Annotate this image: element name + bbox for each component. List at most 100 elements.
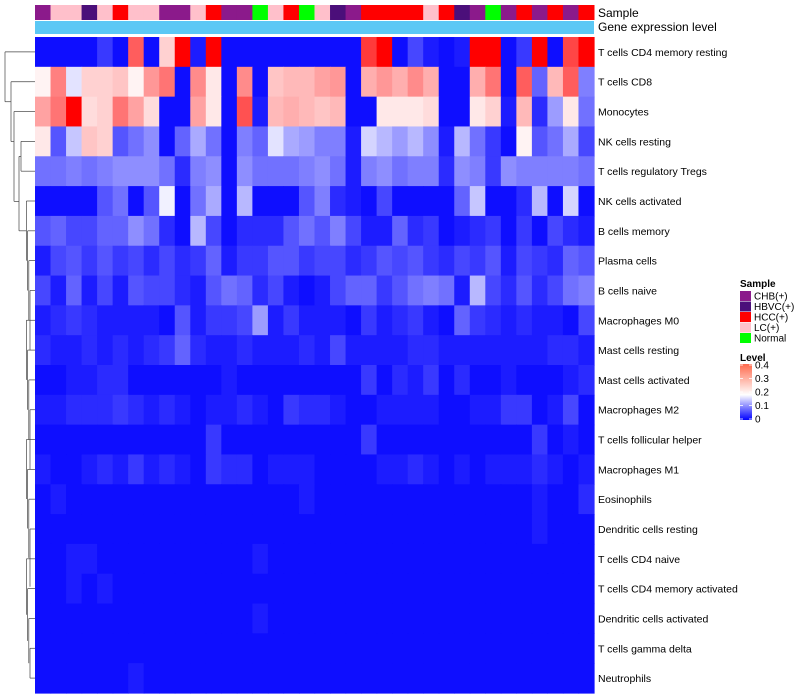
heatmap-cell — [190, 543, 207, 575]
heatmap-cell — [97, 484, 114, 515]
heatmap-cell — [143, 126, 160, 157]
heatmap-cell — [298, 365, 316, 396]
level-tick-label: 0.2 — [755, 388, 769, 399]
heatmap-cell — [298, 663, 316, 694]
heatmap-cell — [35, 245, 52, 277]
heatmap-cell — [562, 633, 580, 664]
heatmap-cell — [392, 663, 409, 694]
heatmap-cell — [392, 215, 409, 247]
heatmap-cell — [392, 335, 409, 366]
heatmap-cell — [236, 156, 253, 187]
heatmap-cell — [128, 215, 145, 247]
heatmap-cell — [376, 543, 393, 575]
heatmap-cell — [143, 186, 160, 217]
heatmap-cell — [516, 394, 533, 426]
heatmap-cell — [376, 514, 393, 545]
heatmap-cell — [330, 663, 347, 694]
heatmap-cell — [205, 66, 222, 98]
heatmap-cell — [35, 514, 52, 545]
heatmap-cell — [562, 365, 580, 396]
heatmap-cell — [159, 126, 176, 157]
heatmap-cell — [66, 424, 83, 456]
heatmap-cell — [330, 186, 347, 217]
heatmap-cell — [143, 543, 160, 575]
heatmap-cell — [236, 543, 253, 575]
heatmap-cell — [314, 454, 331, 485]
heatmap-cell — [252, 424, 269, 456]
heatmap-cell — [469, 424, 486, 456]
sample-annot-cell — [531, 5, 548, 20]
heatmap-cell — [531, 365, 549, 396]
heatmap-cell — [205, 275, 222, 306]
heatmap-cell — [330, 543, 347, 575]
heatmap-cell — [143, 37, 160, 68]
heatmap-cell — [267, 156, 285, 187]
heatmap-cell — [314, 275, 331, 306]
heatmap-cell — [159, 424, 176, 456]
sample-annot-cell — [578, 5, 595, 20]
sample-annot-cell — [500, 5, 517, 20]
heatmap-cell — [330, 37, 347, 68]
heatmap-cell — [547, 514, 564, 545]
heatmap-cell — [330, 245, 347, 277]
heatmap-cell — [174, 335, 191, 366]
heatmap-cell — [190, 305, 207, 336]
heatmap-cell — [531, 394, 549, 426]
heatmap-cell — [236, 37, 253, 68]
heatmap-cell — [454, 186, 471, 217]
heatmap-cell — [143, 96, 160, 128]
heatmap-cell — [423, 156, 440, 187]
heatmap-cell — [221, 514, 238, 545]
heatmap-cell — [516, 335, 533, 366]
heatmap-cell — [81, 37, 98, 68]
heatmap-cell — [97, 365, 114, 396]
sample-annot-cell — [35, 5, 52, 20]
heatmap-cell — [205, 484, 222, 515]
heatmap-cell — [314, 633, 331, 664]
heatmap-cell — [361, 126, 378, 157]
heatmap-cell — [407, 424, 424, 456]
heatmap-cell — [330, 394, 347, 426]
heatmap-cell — [35, 454, 52, 485]
heatmap-cell — [143, 365, 160, 396]
heatmap-cell — [283, 156, 300, 187]
heatmap-cell — [454, 365, 471, 396]
heatmap-cell — [485, 156, 502, 187]
heatmap-cell — [392, 633, 409, 664]
heatmap-cell — [252, 484, 269, 515]
heatmap-cell — [562, 484, 580, 515]
heatmap-cell — [516, 66, 533, 98]
heatmap-cell — [267, 663, 285, 694]
heatmap-cell — [221, 633, 238, 664]
heatmap-cell — [174, 424, 191, 456]
sample-annot-cell — [454, 5, 471, 20]
heatmap-cell — [190, 633, 207, 664]
heatmap-cell — [221, 186, 238, 217]
heatmap-cell — [112, 126, 129, 157]
heatmap-cell — [35, 365, 52, 396]
row-label: Monocytes — [598, 107, 649, 119]
heatmap-cell — [159, 365, 176, 396]
heatmap-cell — [423, 573, 440, 605]
sample-annot-cell — [298, 5, 315, 20]
heatmap-cell — [252, 365, 269, 396]
heatmap-cell — [562, 514, 580, 545]
heatmap-cell — [531, 633, 549, 664]
legend-swatch — [740, 301, 751, 312]
heatmap-cell — [547, 37, 564, 68]
heatmap-cell — [485, 275, 502, 306]
heatmap-cell — [361, 394, 378, 426]
heatmap-cell — [578, 305, 595, 336]
legend-swatch — [740, 333, 751, 343]
heatmap-cell — [143, 663, 160, 694]
heatmap-cell — [50, 335, 67, 366]
sample-annot-cell — [81, 5, 98, 20]
heatmap-cells — [35, 37, 595, 694]
heatmap-cell — [66, 37, 83, 68]
heatmap-cell — [267, 275, 285, 306]
row-label: B cells memory — [598, 226, 671, 238]
sample-annot-cell — [112, 5, 129, 20]
heatmap-cell — [438, 37, 455, 68]
heatmap-cell — [174, 37, 191, 68]
